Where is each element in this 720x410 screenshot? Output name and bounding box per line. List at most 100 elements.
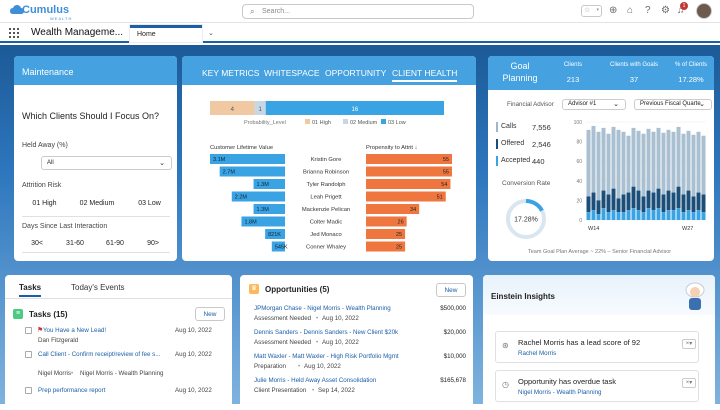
accepted-bar[interactable] (666, 210, 671, 220)
tab-opportunity[interactable]: OPPORTUNITY (325, 68, 387, 78)
calls-bar[interactable] (651, 131, 656, 193)
lifetime-value-bar[interactable] (219, 166, 285, 177)
calls-bar[interactable] (596, 131, 601, 201)
opportunity-title[interactable]: Matt Waxler - Matt Waxler - High Risk Po… (254, 353, 399, 360)
accepted-bar[interactable] (691, 212, 696, 220)
accepted-bar[interactable] (646, 208, 651, 220)
calls-bar[interactable] (656, 127, 661, 189)
calls-bar[interactable] (681, 133, 686, 195)
opportunity-title[interactable]: JPMorgan Chase - Nigel Morris - Wealth P… (254, 305, 391, 312)
task-title[interactable]: Prep performance report (38, 387, 106, 394)
calls-bar[interactable] (641, 133, 646, 197)
calls-bar[interactable] (616, 129, 621, 199)
lifetime-value-bar[interactable] (265, 229, 285, 239)
lifetime-value-bar[interactable] (253, 179, 285, 189)
insight-menu-icon[interactable]: ×▾ (682, 339, 696, 349)
accepted-bar[interactable] (586, 212, 591, 220)
accepted-bar[interactable] (636, 210, 641, 220)
propensity-bar[interactable] (366, 179, 451, 189)
days-option-30[interactable]: 30< (31, 240, 43, 247)
days-option-90[interactable]: 90> (147, 240, 159, 247)
calls-bar[interactable] (631, 127, 636, 187)
lifetime-value-bar[interactable] (241, 216, 285, 227)
calls-bar[interactable] (691, 134, 696, 197)
calls-bar[interactable] (676, 126, 681, 187)
task-checkbox[interactable] (25, 351, 32, 358)
propensity-bar[interactable] (366, 241, 406, 252)
propensity-bar[interactable] (366, 191, 446, 202)
offered-bar[interactable] (626, 192, 631, 211)
cumulus-logo[interactable]: Cumulus WEALTH (10, 4, 71, 21)
accepted-bar[interactable] (641, 212, 646, 220)
task-checkbox[interactable] (25, 327, 32, 334)
calls-bar[interactable] (636, 130, 641, 191)
chevron-down-icon[interactable]: ⌄ (208, 30, 214, 37)
propensity-bar[interactable] (366, 166, 452, 177)
trailhead-icon[interactable]: ⌂ (627, 5, 634, 16)
offered-bar[interactable] (621, 194, 626, 213)
offered-bar[interactable] (686, 190, 691, 211)
client-name[interactable]: Jed Monaco (310, 232, 342, 238)
opportunity-title[interactable]: Dennis Sanders - Dennis Sanders - New Cl… (254, 329, 399, 336)
offered-bar[interactable] (671, 192, 676, 211)
probability-segment[interactable] (210, 101, 255, 115)
accepted-bar[interactable] (626, 210, 631, 220)
period-select[interactable]: Previous Fiscal Quarte ⌄ (634, 99, 712, 110)
attrition-option-low[interactable]: 03 Low (138, 200, 161, 207)
offered-bar[interactable] (691, 196, 696, 213)
accepted-bar[interactable] (681, 212, 686, 220)
offered-bar[interactable] (586, 196, 591, 213)
propensity-bar[interactable] (366, 154, 452, 164)
offered-bar[interactable] (696, 192, 701, 211)
advisor-select[interactable]: Advisor #1 ⌄ (562, 99, 626, 110)
offered-bar[interactable] (601, 190, 606, 209)
user-avatar[interactable] (696, 3, 712, 19)
global-search-input[interactable]: ⌕ Search... (242, 4, 474, 19)
task-checkbox[interactable] (25, 387, 32, 394)
accepted-bar[interactable] (676, 208, 681, 220)
lifetime-value-bar[interactable] (231, 191, 285, 202)
client-name[interactable]: Mackenzie Pelican (302, 207, 350, 213)
accepted-bar[interactable] (606, 212, 611, 220)
probability-segment[interactable] (254, 101, 266, 115)
held-away-select[interactable]: All ⌄ (41, 156, 172, 170)
client-name[interactable]: Colter Madic (310, 220, 343, 226)
attrition-option-high[interactable]: 01 High (32, 200, 57, 207)
accepted-bar[interactable] (671, 210, 676, 220)
tab-client-health[interactable]: CLIENT HEALTH (392, 68, 458, 82)
accepted-bar[interactable] (696, 210, 701, 220)
offered-bar[interactable] (636, 190, 641, 211)
probability-segment[interactable] (265, 101, 444, 115)
new-task-button[interactable]: New (195, 307, 225, 321)
accepted-bar[interactable] (591, 210, 596, 220)
accepted-bar[interactable] (616, 212, 621, 220)
calls-bar[interactable] (611, 126, 616, 189)
offered-bar[interactable] (701, 194, 706, 213)
accepted-bar[interactable] (596, 214, 601, 220)
calls-bar[interactable] (591, 125, 596, 193)
new-opportunity-button[interactable]: New (436, 283, 466, 297)
task-related-name[interactable]: Nigel Morris (38, 370, 72, 377)
task-related-name[interactable]: Dan Fitzgerald (38, 337, 79, 344)
client-name[interactable]: Conner Whaley (306, 245, 346, 251)
offered-bar[interactable] (611, 188, 616, 211)
opportunity-title[interactable]: Julie Morris - Held Away Asset Consolida… (254, 377, 377, 384)
offered-bar[interactable] (676, 186, 681, 209)
calls-bar[interactable] (621, 131, 626, 195)
calls-bar[interactable] (606, 133, 611, 195)
accepted-bar[interactable] (661, 212, 666, 220)
add-icon[interactable]: ⊕ (609, 5, 618, 16)
gear-icon[interactable]: ⚙ (661, 5, 670, 16)
task-title[interactable]: Call Client - Confirm receipt/review of … (38, 351, 161, 358)
calls-bar[interactable] (646, 128, 651, 191)
client-name[interactable]: Kristin Gore (311, 157, 342, 163)
days-option-31-60[interactable]: 31-60 (66, 240, 84, 247)
lifetime-value-bar[interactable] (271, 241, 285, 252)
propensity-bar[interactable] (366, 229, 406, 239)
accepted-bar[interactable] (601, 208, 606, 220)
accepted-bar[interactable] (631, 208, 636, 220)
task-title[interactable]: You Have a New Lead! (43, 327, 107, 334)
insight-item[interactable]: ◷ Opportunity has overdue task Nigel Morri… (495, 370, 699, 402)
tab-key-metrics[interactable]: KEY METRICS (202, 68, 260, 78)
tab-whitespace[interactable]: WHITESPACE (264, 68, 320, 78)
